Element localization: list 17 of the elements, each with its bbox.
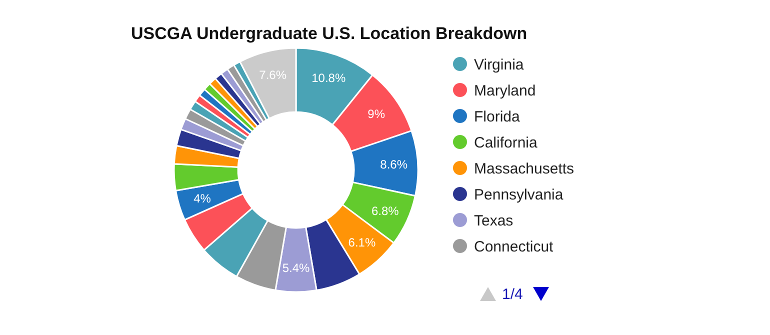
data-label: 6.8% xyxy=(372,204,400,218)
data-label: 9% xyxy=(368,107,386,122)
legend-label: Florida xyxy=(474,108,521,126)
text: 1/4 xyxy=(502,286,523,303)
legend-label: California xyxy=(474,134,538,152)
legend-label: Massachusetts xyxy=(474,160,574,178)
data-label: 4% xyxy=(194,192,212,206)
legend-label: Maryland xyxy=(474,82,536,100)
chart-title: USCGA Undergraduate U.S. Location Breakdown xyxy=(131,24,528,43)
data-label: 10.8% xyxy=(312,70,346,85)
legend-label: Texas xyxy=(474,212,514,230)
data-label: 5.4% xyxy=(282,261,310,276)
data-label: 6.1% xyxy=(348,236,376,250)
data-label: 8.6% xyxy=(380,158,408,172)
legend-label: Virginia xyxy=(474,56,524,74)
legend-label: Pennsylvania xyxy=(474,186,564,204)
legend-label: Connecticut xyxy=(474,238,554,256)
